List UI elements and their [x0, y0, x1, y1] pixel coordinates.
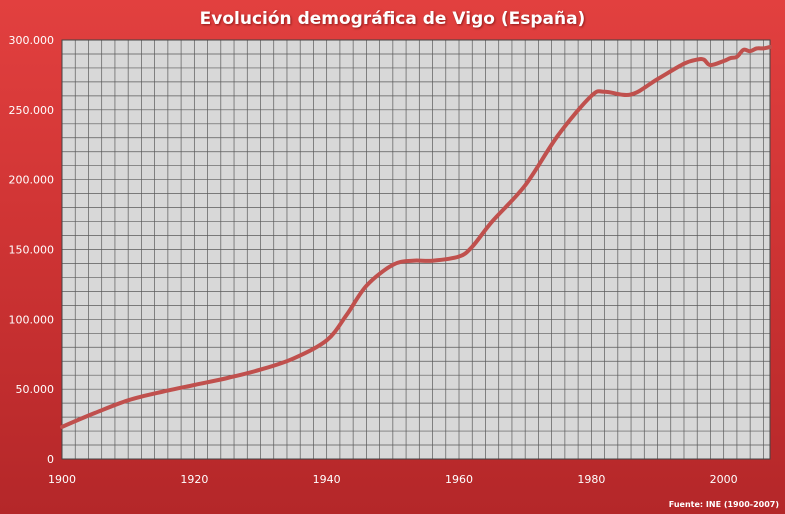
plot-border — [61, 39, 771, 460]
x-tick-label: 1980 — [577, 473, 605, 486]
y-tick-label: 50.000 — [16, 383, 55, 396]
x-tick-label: 1900 — [48, 473, 76, 486]
x-tick-label: 2000 — [710, 473, 738, 486]
x-tick-label: 1940 — [313, 473, 341, 486]
series-line — [60, 45, 772, 429]
y-tick-label: 150.000 — [9, 244, 55, 257]
y-tick-label: 0 — [47, 453, 54, 466]
y-tick-label: 250.000 — [9, 104, 55, 117]
y-tick-label: 100.000 — [9, 313, 55, 326]
y-tick-label: 200.000 — [9, 174, 55, 187]
source-note: Fuente: INE (1900-2007) — [668, 500, 779, 509]
chart-title: Evolución demográfica de Vigo (España) — [199, 9, 586, 29]
y-tick-label: 300.000 — [9, 34, 55, 47]
x-tick-label: 1960 — [445, 473, 473, 486]
x-tick-label: 1920 — [180, 473, 208, 486]
